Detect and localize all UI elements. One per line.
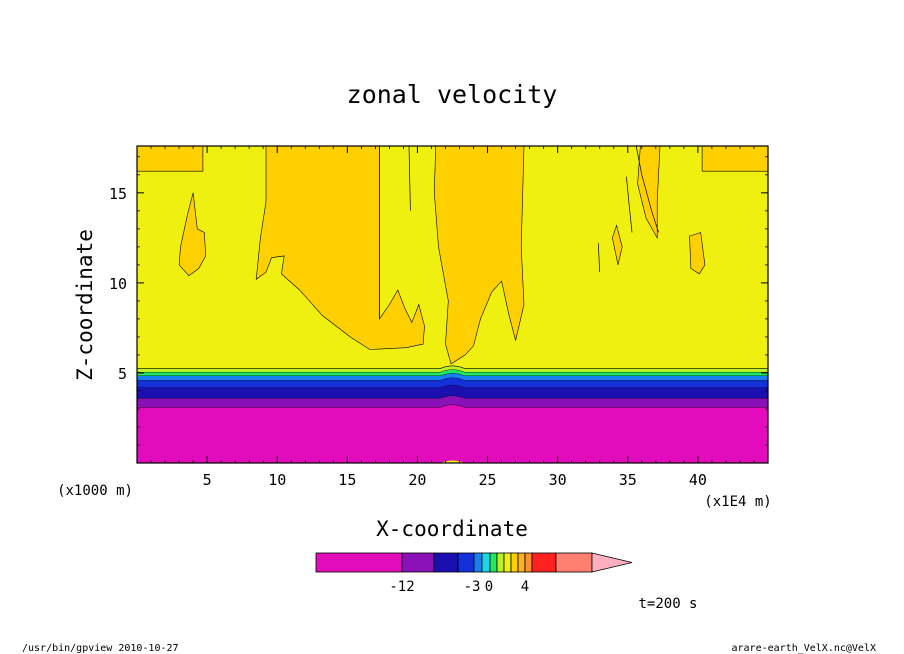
x-axis-title: X-coordinate	[376, 517, 528, 541]
colorbar-segment	[555, 552, 593, 573]
contour-line-1	[408, 145, 411, 211]
contour-line-3	[626, 176, 633, 233]
positive-region-3	[433, 145, 525, 365]
velocity-bands	[137, 365, 768, 463]
colorbar: -12 -3 0 4	[315, 552, 633, 595]
x-tick-label: 35	[619, 471, 637, 489]
band-contour-5	[137, 369, 768, 373]
colorbar-segment	[401, 552, 435, 573]
y-axis-title: Z-coordinate	[73, 229, 97, 381]
colorbar-segment	[524, 552, 533, 573]
plot-frame	[136, 145, 769, 464]
y-tick-label: 15	[109, 185, 127, 203]
positive-velocity-regions	[136, 145, 769, 365]
footer-left: /usr/bin/gpview 2010-10-27	[22, 643, 179, 654]
colorbar-segment	[473, 552, 483, 573]
velocity-band-4	[137, 373, 768, 381]
contour-line-2	[635, 145, 659, 233]
velocity-band-3	[137, 377, 768, 388]
x-tick-label: 25	[479, 471, 497, 489]
colorbar-label: 0	[485, 579, 493, 595]
footer-right: arare-earth_VelX.nc@VelX	[732, 643, 877, 654]
positive-region-7	[689, 232, 706, 275]
colorbar-segment	[503, 552, 512, 573]
x-tick-label: 20	[408, 471, 426, 489]
x-tick-label: 15	[338, 471, 356, 489]
x-tick-label: 30	[549, 471, 567, 489]
band-contour-0	[137, 404, 768, 408]
y-tick-label: 10	[109, 275, 127, 293]
axis-ticks: 5 10 15 20 25 30 35 40 5 10 15	[109, 146, 768, 489]
velocity-band-5	[137, 369, 768, 376]
x-tick-label: 10	[268, 471, 286, 489]
colorbar-segment	[457, 552, 475, 573]
colorbar-label: -12	[389, 579, 414, 595]
time-label: t=200 s	[638, 596, 697, 612]
band-contour-3	[137, 377, 768, 381]
velocity-band-2	[137, 384, 768, 399]
colorbar-label: 4	[521, 579, 529, 595]
contour-lines	[379, 145, 659, 319]
positive-region-0	[136, 145, 204, 172]
colorbar-label: -3	[464, 579, 481, 595]
positive-region-4	[178, 192, 207, 277]
colorbar-segment	[433, 552, 459, 573]
colorbar-segment	[510, 552, 519, 573]
velocity-band-6	[137, 365, 768, 373]
colorbar-segment	[315, 552, 403, 573]
colorbar-segment	[481, 552, 491, 573]
velocity-band-1	[137, 395, 768, 408]
colorbar-segment	[489, 552, 498, 573]
chart-title: zonal velocity	[347, 80, 558, 109]
colorbar-segment	[531, 552, 557, 573]
plot-area: 5 10 15 20 25 30 35 40 5 10 15	[109, 145, 769, 489]
y-tick-label: 5	[118, 365, 127, 383]
positive-region-1	[701, 145, 769, 172]
y-axis-units: (x1000 m)	[57, 483, 133, 499]
x-tick-label: 5	[203, 471, 212, 489]
x-tick-label: 40	[689, 471, 707, 489]
x-axis-units: (x1E4 m)	[704, 494, 771, 510]
colorbar-segment	[496, 552, 505, 573]
positive-region-6	[612, 224, 623, 265]
positive-region-2	[255, 145, 425, 350]
colorbar-segment	[517, 552, 526, 573]
contour-line-4	[597, 243, 601, 273]
band-contour-6	[137, 365, 768, 369]
colorbar-arrow	[591, 552, 633, 573]
velocity-band-0	[137, 404, 768, 463]
